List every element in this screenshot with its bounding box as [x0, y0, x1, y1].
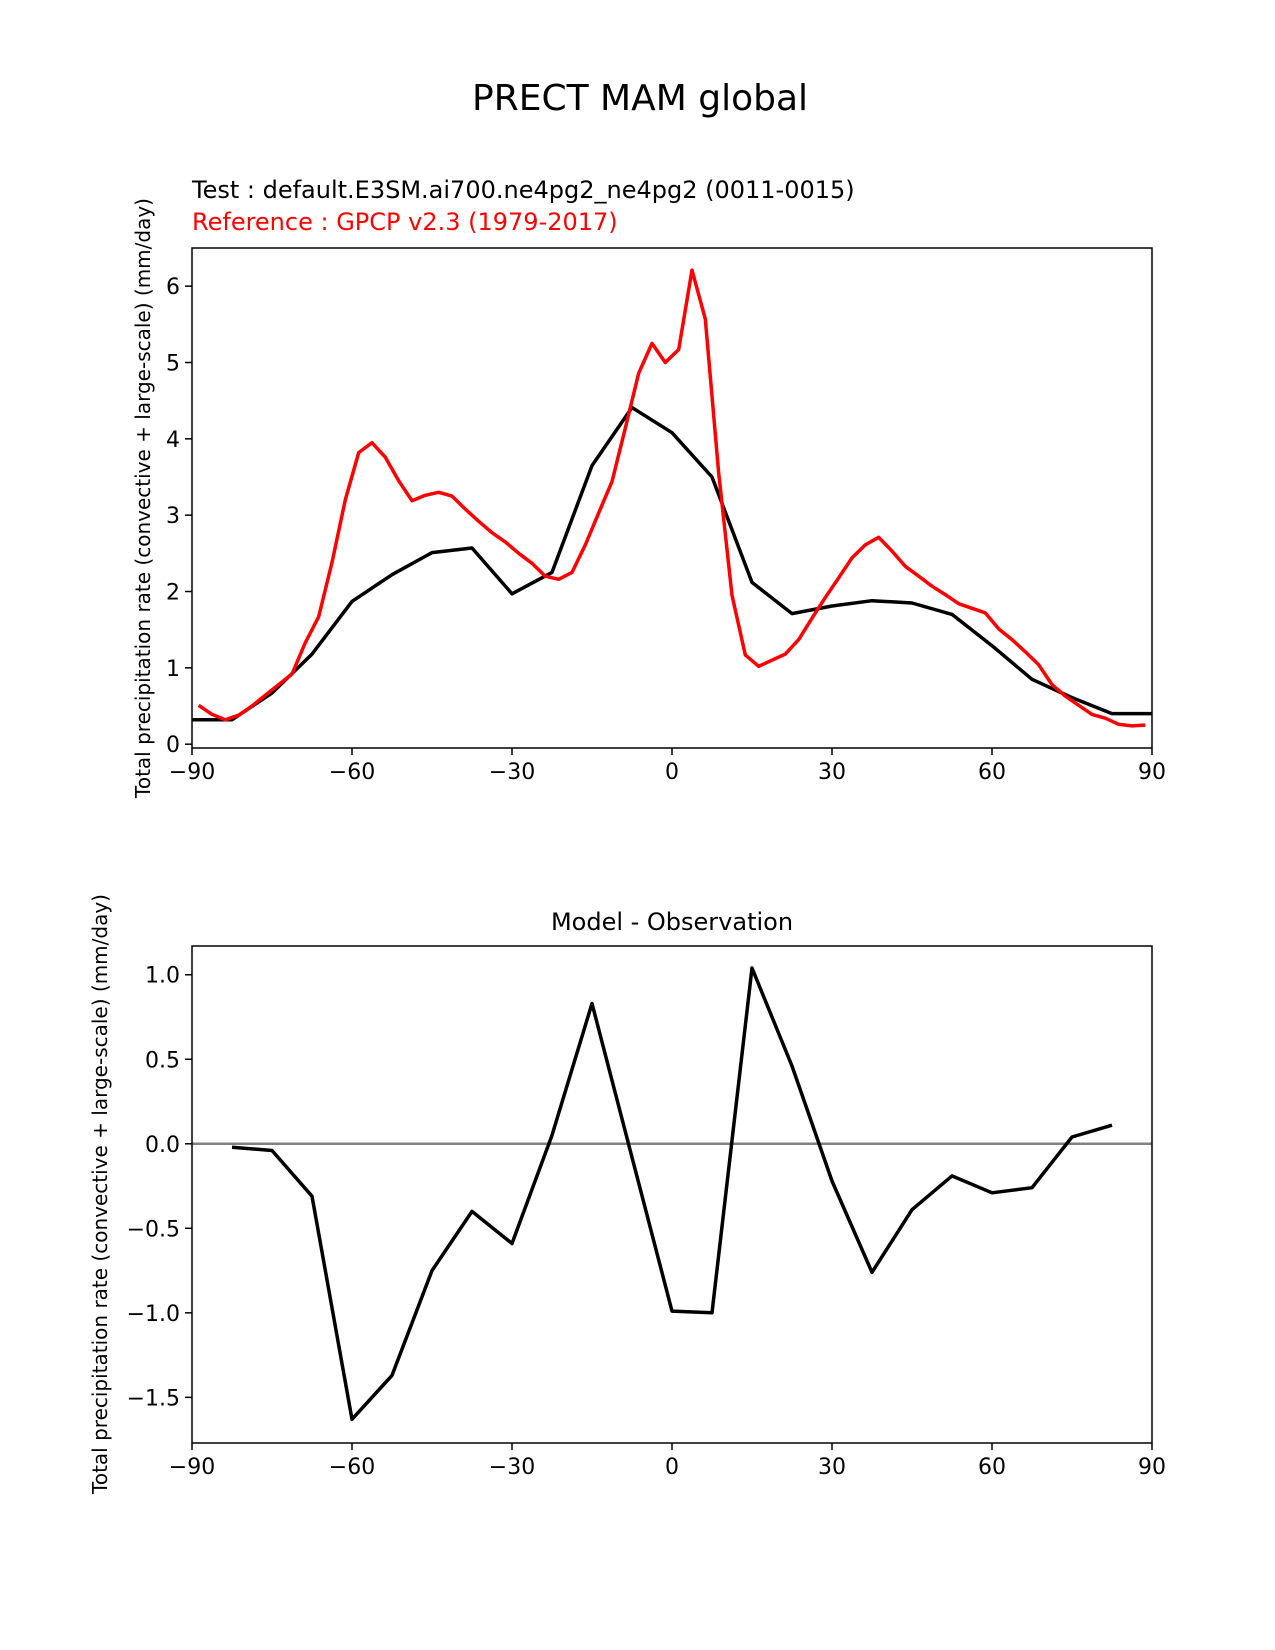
top-x-tick-label: 90	[1138, 760, 1166, 785]
top-y-axis-label: Total precipitation rate (convective + l…	[131, 198, 155, 799]
bottom-x-tick-label: −60	[329, 1455, 375, 1480]
top-x-tick-label: 60	[978, 760, 1006, 785]
top-plot-area: −90 −60 −30 0 30 60 90 0 1 2 3 4 5 6	[166, 268, 1166, 785]
top-y-tick-label: 3	[166, 504, 180, 529]
bottom-x-tick-label: 30	[818, 1455, 846, 1480]
bottom-y-tick-label: 0.5	[145, 1048, 180, 1073]
top-y-tick-label: 4	[166, 428, 180, 453]
bottom-x-tick-label: −90	[169, 1455, 215, 1480]
test-label: Test : default.E3SM.ai700.ne4pg2_ne4pg2 …	[191, 176, 855, 204]
top-panel: Test : default.E3SM.ai700.ne4pg2_ne4pg2 …	[131, 176, 1166, 799]
bottom-y-tick-label: −1.5	[127, 1386, 180, 1411]
top-y-tick-label: 1	[166, 657, 180, 682]
bottom-y-axis-label: Total precipitation rate (convective + l…	[88, 894, 112, 1495]
bottom-axes-frame	[191, 945, 1153, 1444]
top-x-tick-label: 30	[818, 760, 846, 785]
top-y-tick-label: 2	[166, 581, 180, 606]
bottom-difference-series-line	[231, 966, 1113, 1422]
bottom-y-tick-label: 0.0	[145, 1133, 180, 1158]
bottom-panel: Model - Observation −90 −60 −30 0 30 60 90 1.0 0…	[88, 894, 1166, 1495]
top-y-tick-label: 5	[166, 352, 180, 377]
figure-title: PRECT MAM global	[472, 78, 808, 119]
bottom-y-tick-label: −0.5	[127, 1217, 180, 1242]
bottom-x-tick-label: −30	[489, 1455, 535, 1480]
top-reference-series-line	[197, 268, 1146, 728]
bottom-y-tick-label: −1.0	[127, 1302, 180, 1327]
bottom-x-tick-label: 60	[978, 1455, 1006, 1480]
difference-title: Model - Observation	[551, 908, 793, 936]
bottom-y-tick-label: 1.0	[145, 964, 180, 989]
top-x-tick-label: −90	[169, 760, 215, 785]
top-test-series-line	[192, 405, 1152, 722]
reference-label: Reference : GPCP v2.3 (1979-2017)	[192, 208, 618, 236]
bottom-x-tick-label: 90	[1138, 1455, 1166, 1480]
top-y-tick-label: 6	[166, 275, 180, 300]
top-x-tick-label: −30	[489, 760, 535, 785]
bottom-x-tick-label: 0	[665, 1455, 679, 1480]
top-x-tick-label: 0	[665, 760, 679, 785]
top-axes-frame	[191, 247, 1153, 749]
top-y-tick-label: 0	[166, 733, 180, 758]
top-x-tick-label: −60	[329, 760, 375, 785]
bottom-plot-area: −90 −60 −30 0 30 60 90 1.0 0.5 0.0 −0.5 −1.0 −1.5	[127, 964, 1166, 1480]
